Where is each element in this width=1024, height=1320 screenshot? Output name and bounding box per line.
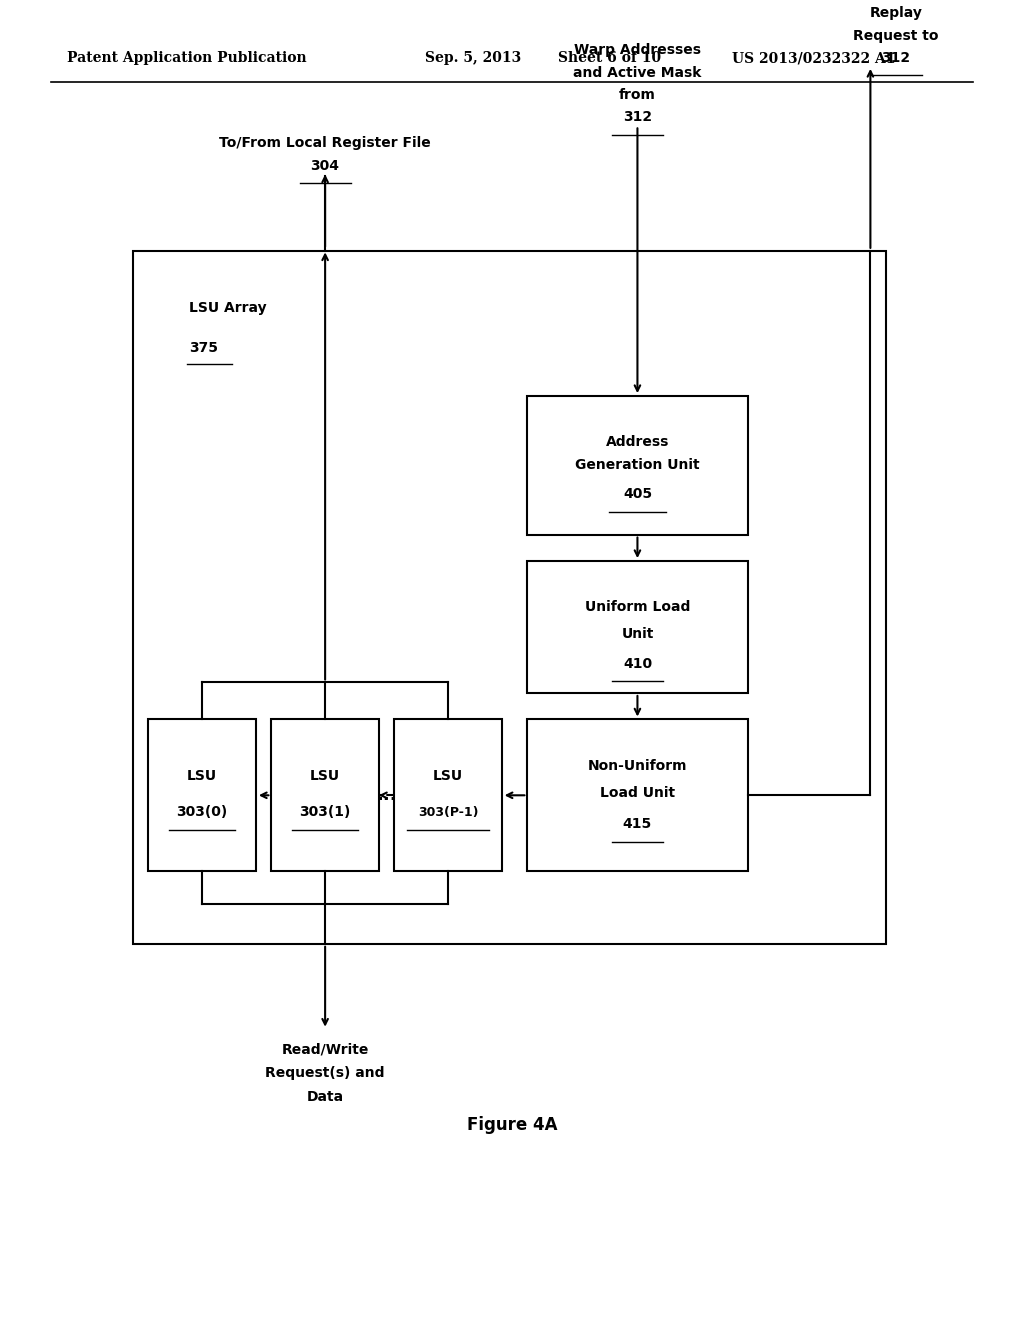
Text: Sheet 6 of 10: Sheet 6 of 10 (558, 51, 662, 65)
Bar (527, 396, 748, 535)
Text: Request to: Request to (853, 29, 939, 42)
Text: Load Unit: Load Unit (600, 785, 675, 800)
Text: Replay: Replay (869, 7, 923, 20)
Text: 304: 304 (310, 160, 340, 173)
Bar (527, 561, 748, 693)
Text: ...: ... (376, 787, 397, 804)
Text: Uniform Load: Uniform Load (585, 601, 690, 614)
Text: Figure 4A: Figure 4A (467, 1115, 557, 1134)
Text: To/From Local Register File: To/From Local Register File (219, 136, 431, 149)
Text: 405: 405 (623, 487, 652, 502)
Text: LSU: LSU (433, 768, 463, 783)
Text: 303(1): 303(1) (299, 805, 351, 820)
Text: 312: 312 (882, 51, 910, 65)
Text: from: from (618, 88, 656, 102)
Text: 312: 312 (623, 111, 652, 124)
Text: and Active Mask: and Active Mask (573, 66, 701, 79)
Bar (133, 251, 886, 944)
Bar (148, 719, 256, 871)
Text: Data: Data (306, 1090, 344, 1104)
Text: 303(P-1): 303(P-1) (418, 807, 478, 818)
Text: Unit: Unit (622, 627, 653, 640)
Text: Address: Address (606, 434, 669, 449)
Text: LSU: LSU (310, 768, 340, 783)
Text: Read/Write: Read/Write (282, 1043, 369, 1056)
Text: Warp Addresses: Warp Addresses (573, 44, 701, 57)
Text: 415: 415 (623, 817, 652, 832)
Text: LSU Array: LSU Array (189, 301, 267, 315)
Bar (394, 719, 502, 871)
Bar (271, 719, 379, 871)
Text: Patent Application Publication: Patent Application Publication (67, 51, 306, 65)
Text: 410: 410 (623, 657, 652, 671)
Text: 375: 375 (189, 341, 218, 355)
Text: Sep. 5, 2013: Sep. 5, 2013 (425, 51, 521, 65)
Text: Request(s) and: Request(s) and (265, 1067, 385, 1080)
Text: US 2013/0232322 A1: US 2013/0232322 A1 (732, 51, 896, 65)
Text: LSU: LSU (187, 768, 217, 783)
Bar (527, 719, 748, 871)
Text: Generation Unit: Generation Unit (575, 458, 699, 473)
Text: 303(0): 303(0) (176, 805, 228, 820)
Text: Non-Uniform: Non-Uniform (588, 759, 687, 774)
